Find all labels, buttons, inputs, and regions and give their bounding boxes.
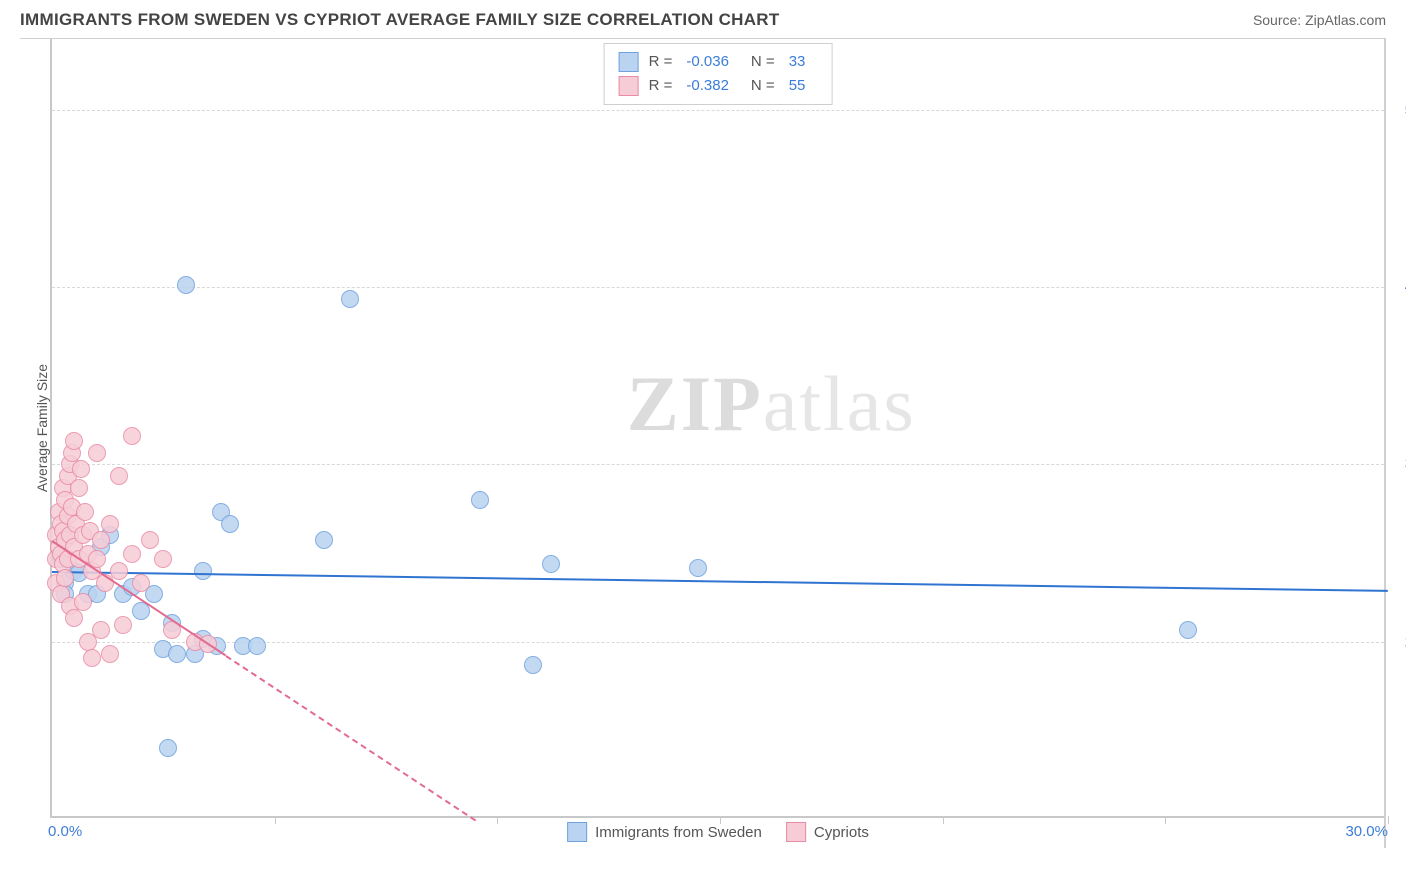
data-point-sweden bbox=[248, 637, 266, 655]
data-point-sweden bbox=[542, 555, 560, 573]
legend-row-sweden: R = -0.036 N = 33 bbox=[619, 50, 818, 74]
data-point-sweden bbox=[341, 290, 359, 308]
data-point-sweden bbox=[689, 559, 707, 577]
data-point-cypriot bbox=[123, 545, 141, 563]
x-tick bbox=[1388, 816, 1389, 824]
swatch-cypriot bbox=[786, 822, 806, 842]
data-point-sweden bbox=[221, 515, 239, 533]
n-value-cypriot: 55 bbox=[789, 74, 806, 98]
chart-title: IMMIGRANTS FROM SWEDEN VS CYPRIOT AVERAG… bbox=[20, 10, 780, 30]
n-value-sweden: 33 bbox=[789, 50, 806, 74]
data-point-cypriot bbox=[101, 645, 119, 663]
data-point-sweden bbox=[194, 562, 212, 580]
series-legend: Immigrants from Sweden Cypriots bbox=[567, 822, 869, 842]
chart-area: ZIPatlas Average Family Size R = -0.036 … bbox=[20, 38, 1386, 848]
data-point-sweden bbox=[159, 739, 177, 757]
y-tick-label: 2.75 bbox=[1390, 633, 1406, 650]
r-label: R = bbox=[649, 74, 673, 98]
y-tick-label: 5.00 bbox=[1390, 101, 1406, 118]
data-point-cypriot bbox=[88, 444, 106, 462]
r-label: R = bbox=[649, 50, 673, 74]
source-attribution: Source: ZipAtlas.com bbox=[1253, 12, 1386, 28]
n-label: N = bbox=[751, 50, 775, 74]
data-point-cypriot bbox=[65, 432, 83, 450]
data-point-sweden bbox=[315, 531, 333, 549]
x-axis-max-label: 30.0% bbox=[1345, 823, 1388, 840]
swatch-sweden bbox=[567, 822, 587, 842]
legend-item-cypriot: Cypriots bbox=[786, 822, 869, 842]
legend-label-sweden: Immigrants from Sweden bbox=[595, 824, 762, 841]
data-point-cypriot bbox=[65, 609, 83, 627]
data-point-cypriot bbox=[132, 574, 150, 592]
source-prefix: Source: bbox=[1253, 12, 1305, 28]
x-tick bbox=[1165, 816, 1166, 824]
r-value-sweden: -0.036 bbox=[686, 50, 729, 74]
data-point-cypriot bbox=[72, 460, 90, 478]
data-point-cypriot bbox=[114, 616, 132, 634]
data-point-cypriot bbox=[110, 467, 128, 485]
data-point-cypriot bbox=[154, 550, 172, 568]
correlation-legend: R = -0.036 N = 33 R = -0.382 N = 55 bbox=[604, 43, 833, 105]
trend-line bbox=[52, 571, 1388, 592]
gridline bbox=[52, 110, 1384, 111]
watermark-zip: ZIP bbox=[627, 360, 763, 447]
data-point-cypriot bbox=[110, 562, 128, 580]
data-point-cypriot bbox=[70, 479, 88, 497]
header: IMMIGRANTS FROM SWEDEN VS CYPRIOT AVERAG… bbox=[20, 10, 1386, 38]
x-tick bbox=[943, 816, 944, 824]
data-point-cypriot bbox=[56, 569, 74, 587]
r-value-cypriot: -0.382 bbox=[686, 74, 729, 98]
source-name: ZipAtlas.com bbox=[1305, 12, 1386, 28]
y-axis-label: Average Family Size bbox=[34, 363, 50, 491]
data-point-cypriot bbox=[141, 531, 159, 549]
data-point-sweden bbox=[168, 645, 186, 663]
data-point-cypriot bbox=[74, 593, 92, 611]
data-point-sweden bbox=[524, 656, 542, 674]
data-point-cypriot bbox=[92, 621, 110, 639]
legend-row-cypriot: R = -0.382 N = 55 bbox=[619, 74, 818, 98]
data-point-cypriot bbox=[92, 531, 110, 549]
legend-item-sweden: Immigrants from Sweden bbox=[567, 822, 762, 842]
x-axis-min-label: 0.0% bbox=[48, 823, 82, 840]
watermark: ZIPatlas bbox=[627, 359, 916, 449]
data-point-cypriot bbox=[83, 649, 101, 667]
x-tick bbox=[275, 816, 276, 824]
data-point-cypriot bbox=[76, 503, 94, 521]
plot-region: ZIPatlas Average Family Size R = -0.036 … bbox=[50, 39, 1384, 818]
x-tick bbox=[720, 816, 721, 824]
y-tick-label: 3.50 bbox=[1390, 456, 1406, 473]
watermark-atlas: atlas bbox=[763, 360, 916, 447]
trend-line bbox=[225, 655, 475, 821]
gridline bbox=[52, 464, 1384, 465]
swatch-sweden bbox=[619, 52, 639, 72]
data-point-sweden bbox=[1179, 621, 1197, 639]
gridline bbox=[52, 287, 1384, 288]
n-label: N = bbox=[751, 74, 775, 98]
data-point-cypriot bbox=[123, 427, 141, 445]
data-point-cypriot bbox=[101, 515, 119, 533]
page: IMMIGRANTS FROM SWEDEN VS CYPRIOT AVERAG… bbox=[0, 0, 1406, 892]
data-point-sweden bbox=[471, 491, 489, 509]
y-tick-label: 4.25 bbox=[1390, 279, 1406, 296]
swatch-cypriot bbox=[619, 76, 639, 96]
x-tick bbox=[497, 816, 498, 824]
legend-label-cypriot: Cypriots bbox=[814, 824, 869, 841]
data-point-sweden bbox=[177, 276, 195, 294]
